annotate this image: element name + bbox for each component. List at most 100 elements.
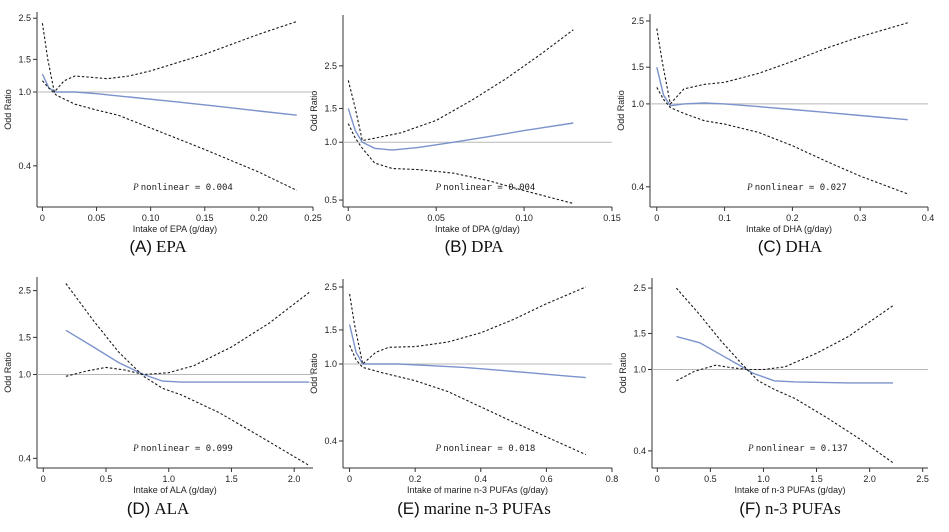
panel-name-b: DPA bbox=[471, 237, 504, 256]
x-tick-label-d: 2.0 bbox=[288, 474, 301, 484]
x-tick-label-e: 0.8 bbox=[606, 474, 619, 484]
y-tick-label-e: 2.5 bbox=[324, 282, 337, 292]
panel-caption-d: (D) ALA bbox=[0, 499, 316, 519]
y-axis-label-a: Odd Ratio bbox=[3, 89, 13, 130]
p-text-e: nonlinear = 0.018 bbox=[443, 444, 535, 454]
x-tick-label-f: 1.5 bbox=[810, 474, 823, 484]
series-lower-b bbox=[347, 123, 574, 205]
y-tick-label-a: 2.5 bbox=[18, 13, 31, 23]
y-tick-label-c: 1.0 bbox=[631, 99, 644, 109]
p-symbol-c: P bbox=[746, 182, 755, 192]
chart-panel-a: 0.4 1.0 1.5 2.5 0 0.05 0.10 0.15 0.20 0.25 Intake … bbox=[3, 12, 322, 234]
x-tick-label-a: 0.10 bbox=[142, 213, 160, 223]
p-symbol-d: P bbox=[132, 443, 141, 453]
x-tick-label-b: 0 bbox=[346, 213, 351, 223]
panel-tag-b: (B) bbox=[444, 237, 468, 256]
panel-caption-f: (F) n-3 PUFAs bbox=[632, 499, 948, 519]
x-tick-label-e: 0.2 bbox=[409, 474, 422, 484]
x-tick-label-d: 1.5 bbox=[225, 474, 238, 484]
panel-caption-a: (A) EPA bbox=[0, 237, 316, 257]
x-tick-label-b: 0.05 bbox=[427, 213, 445, 223]
chart-panel-b: 0.5 1.0 1.5 2.5 0 0.05 0.10 0.15 Intake of DPA (… bbox=[309, 15, 621, 234]
series-upper-b bbox=[347, 29, 574, 142]
series-lower-a bbox=[41, 80, 298, 191]
y-tick-label-b: 2.5 bbox=[324, 61, 337, 71]
x-tick-label-e: 0 bbox=[347, 474, 352, 484]
p-value-annotation-b: P nonlinear = 0.004 bbox=[435, 182, 536, 193]
panel-caption-c: (C) DHA bbox=[632, 237, 948, 257]
p-symbol-e: P bbox=[435, 443, 444, 453]
y-tick-label-f: 1.5 bbox=[633, 328, 646, 338]
y-tick-label-f: 0.4 bbox=[633, 446, 646, 456]
series-estimate-e bbox=[348, 324, 586, 379]
p-value-annotation-d: P nonlinear = 0.099 bbox=[132, 443, 233, 454]
panel-caption-b: (B) DPA bbox=[316, 237, 632, 257]
p-symbol-b: P bbox=[435, 182, 444, 192]
y-tick-label-e: 1.0 bbox=[324, 359, 337, 369]
y-tick-label-e: 0.4 bbox=[324, 436, 337, 446]
y-tick-label-e: 1.5 bbox=[324, 325, 337, 335]
y-tick-label-b: 0.5 bbox=[324, 195, 337, 205]
p-value-annotation-c: P nonlinear = 0.027 bbox=[746, 182, 847, 193]
x-axis-label-a: Intake of EPA (g/day) bbox=[133, 224, 217, 234]
chart-panel-d: 0.4 1.0 1.5 2.5 0 0.5 1.0 1.5 2.0 Intake of ALA (… bbox=[3, 277, 313, 495]
x-tick-label-b: 0.10 bbox=[515, 213, 533, 223]
y-tick-label-a: 0.4 bbox=[18, 161, 31, 171]
x-tick-label-d: 0 bbox=[41, 474, 46, 484]
chart-panel-e: 0.4 1.0 1.5 2.5 0 0.2 0.4 0.6 0.8 Intake of marin… bbox=[309, 279, 618, 495]
y-tick-label-d: 2.5 bbox=[18, 286, 31, 296]
panel-name-c: DHA bbox=[785, 237, 823, 256]
y-axis-label-c: Odd Ratio bbox=[616, 90, 626, 131]
chart-panel-c: 0.4 1.0 1.5 2.5 0 0.1 0.2 0.3 0.4 Intake of DHA (… bbox=[616, 14, 934, 234]
p-value-annotation-a: P nonlinear = 0.004 bbox=[132, 182, 233, 193]
x-tick-label-f: 0 bbox=[655, 474, 660, 484]
x-tick-label-d: 1.0 bbox=[162, 474, 175, 484]
series-estimate-f bbox=[676, 335, 893, 384]
y-tick-label-b: 1.0 bbox=[324, 137, 337, 147]
y-tick-label-d: 0.4 bbox=[18, 453, 31, 463]
x-tick-label-f: 1.0 bbox=[757, 474, 770, 484]
p-value-annotation-e: P nonlinear = 0.018 bbox=[435, 443, 536, 454]
y-tick-label-a: 1.0 bbox=[18, 87, 31, 97]
x-axis-label-c: Intake of DHA (g/day) bbox=[746, 224, 832, 234]
x-tick-label-f: 2.5 bbox=[916, 474, 929, 484]
p-text-c: nonlinear = 0.027 bbox=[755, 183, 847, 193]
x-axis-label-e: Intake of marine n-3 PUFAs (g/day) bbox=[407, 485, 548, 495]
series-lower-d bbox=[65, 283, 310, 466]
x-tick-label-e: 0.4 bbox=[475, 474, 488, 484]
x-tick-label-a: 0.25 bbox=[304, 213, 322, 223]
x-tick-label-c: 0 bbox=[654, 213, 659, 223]
panel-tag-a: (A) bbox=[129, 237, 153, 256]
series-lower-c bbox=[656, 87, 908, 195]
x-axis-label-d: Intake of ALA (g/day) bbox=[133, 485, 217, 495]
panel-tag-e: (E) bbox=[397, 499, 420, 518]
panel-tag-d: (D) bbox=[126, 499, 151, 518]
p-value-annotation-f: P nonlinear = 0.137 bbox=[747, 443, 848, 454]
chart-panel-f: 0.4 1.0 1.5 2.5 0 0.5 1.0 1.5 2.0 2.5 Intake of n-… bbox=[618, 278, 929, 495]
panel-caption-e: (E) marine n-3 PUFAs bbox=[316, 499, 632, 519]
x-tick-label-b: 0.15 bbox=[603, 213, 621, 223]
panel-tag-f: (F) bbox=[739, 499, 761, 518]
x-tick-label-c: 0.2 bbox=[786, 213, 799, 223]
series-upper-a bbox=[41, 20, 297, 94]
y-tick-label-f: 2.5 bbox=[633, 283, 646, 293]
x-tick-label-a: 0.15 bbox=[196, 213, 214, 223]
y-tick-label-b: 1.5 bbox=[324, 103, 337, 113]
p-symbol-f: P bbox=[747, 443, 756, 453]
y-tick-label-c: 1.5 bbox=[631, 62, 644, 72]
x-tick-label-c: 0.1 bbox=[718, 213, 731, 223]
y-axis-label-f: Odd Ratio bbox=[618, 353, 628, 394]
x-tick-label-f: 0.5 bbox=[704, 474, 717, 484]
y-axis-label-e: Odd Ratio bbox=[309, 353, 319, 394]
y-tick-label-a: 1.5 bbox=[18, 54, 31, 64]
x-tick-label-f: 2.0 bbox=[863, 474, 876, 484]
series-upper-e bbox=[349, 286, 587, 366]
y-tick-label-d: 1.0 bbox=[18, 369, 31, 379]
x-axis-label-b: Intake of DPA (g/day) bbox=[435, 224, 520, 234]
series-upper-c bbox=[656, 22, 908, 106]
series-lower-e bbox=[349, 344, 587, 456]
panel-name-f: n-3 PUFAs bbox=[764, 499, 841, 518]
series-upper-d bbox=[65, 291, 310, 377]
